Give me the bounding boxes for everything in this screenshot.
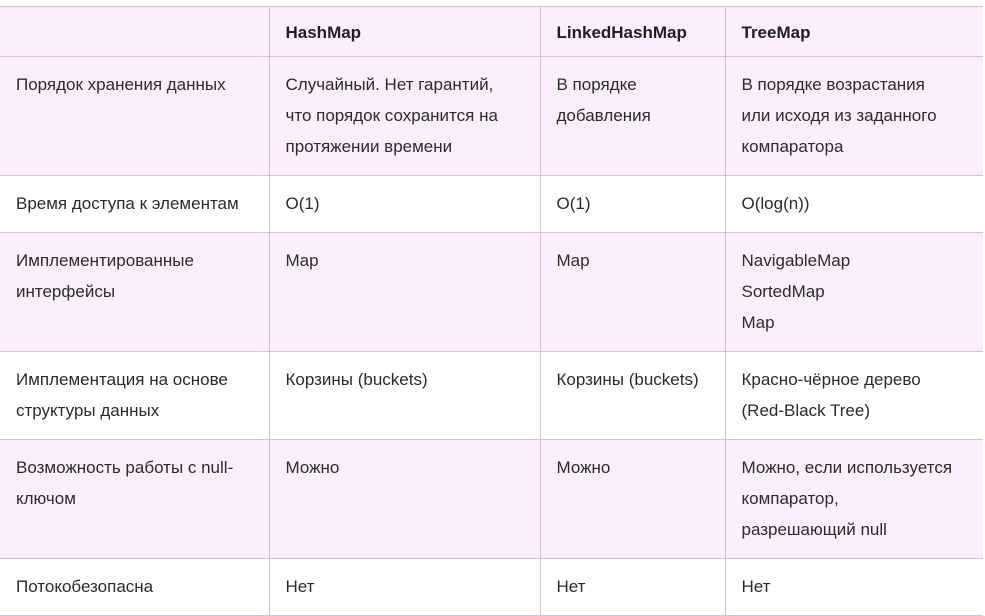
table-row: Возможность работы с null- ключом Можно … [0,439,983,559]
table-cell: Можно [268,439,541,559]
table-cell: O(1) [539,175,726,233]
table-row: Потокобезопасна Нет Нет Нет [0,558,983,616]
table-cell: Можно [539,439,726,559]
header-cell-hashmap: HashMap [268,6,541,57]
table-cell: Map [539,232,726,352]
table-row: Порядок хранения данных Случайный. Нет г… [0,56,983,176]
row-label: Время доступа к элементам [0,175,270,233]
table-cell: В порядке возрастания или исходя из зада… [724,56,983,176]
row-label: Порядок хранения данных [0,56,270,176]
table-cell: Нет [539,558,726,616]
table-cell: O(log(n)) [724,175,983,233]
table-cell: Красно-чёрное дерево (Red-Black Tree) [724,351,983,440]
table-cell: O(1) [268,175,541,233]
table-row: Имплементированные интерфейсы Map Map Na… [0,232,983,352]
row-label: Имплементация на основе структуры данных [0,351,270,440]
header-cell-empty [0,6,270,57]
table-row: Имплементация на основе структуры данных… [0,351,983,440]
table-cell: NavigableMap SortedMap Map [724,232,983,352]
comparison-table: HashMap LinkedHashMap TreeMap Порядок хр… [0,6,983,616]
row-label: Возможность работы с null- ключом [0,439,270,559]
table-header-row: HashMap LinkedHashMap TreeMap [0,6,983,57]
header-cell-treemap: TreeMap [724,6,983,57]
table-cell: Нет [268,558,541,616]
table-cell: Map [268,232,541,352]
table-cell: Корзины (buckets) [539,351,726,440]
table-cell: Нет [724,558,983,616]
row-label: Потокобезопасна [0,558,270,616]
table-cell: Случайный. Нет гарантий, что порядок сох… [268,56,541,176]
table-cell: Корзины (buckets) [268,351,541,440]
table-cell: В порядке добавления [539,56,726,176]
header-cell-linkedhashmap: LinkedHashMap [539,6,726,57]
row-label: Имплементированные интерфейсы [0,232,270,352]
table-row: Время доступа к элементам O(1) O(1) O(lo… [0,175,983,233]
table-cell: Можно, если используется компаратор, раз… [724,439,983,559]
